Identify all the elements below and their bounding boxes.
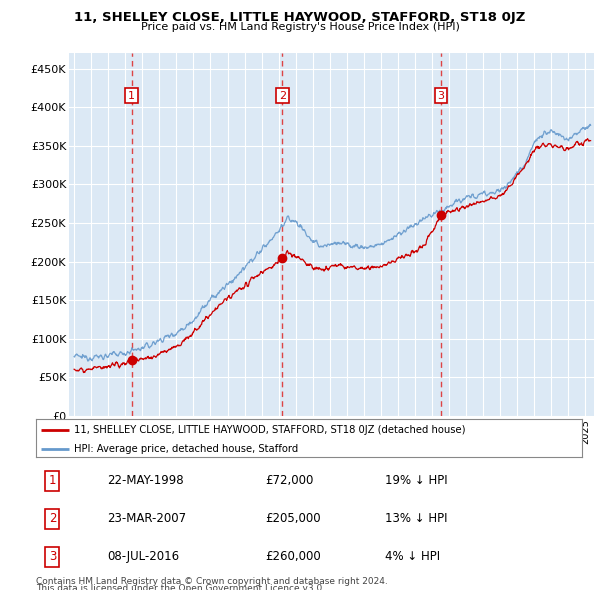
Text: HPI: Average price, detached house, Stafford: HPI: Average price, detached house, Staf…: [74, 444, 298, 454]
Text: 19% ↓ HPI: 19% ↓ HPI: [385, 474, 448, 487]
Text: 13% ↓ HPI: 13% ↓ HPI: [385, 512, 448, 525]
Text: 2: 2: [49, 512, 56, 525]
Text: 1: 1: [49, 474, 56, 487]
Text: 22-MAY-1998: 22-MAY-1998: [107, 474, 184, 487]
Text: £205,000: £205,000: [265, 512, 321, 525]
Text: 2: 2: [279, 90, 286, 100]
Text: 1: 1: [128, 90, 135, 100]
Text: £260,000: £260,000: [265, 550, 321, 563]
Text: Contains HM Land Registry data © Crown copyright and database right 2024.: Contains HM Land Registry data © Crown c…: [36, 577, 388, 586]
Text: 08-JUL-2016: 08-JUL-2016: [107, 550, 179, 563]
Text: Price paid vs. HM Land Registry's House Price Index (HPI): Price paid vs. HM Land Registry's House …: [140, 22, 460, 32]
Text: This data is licensed under the Open Government Licence v3.0.: This data is licensed under the Open Gov…: [36, 584, 325, 590]
Text: 3: 3: [437, 90, 445, 100]
Text: 23-MAR-2007: 23-MAR-2007: [107, 512, 186, 525]
Text: 3: 3: [49, 550, 56, 563]
Text: 11, SHELLEY CLOSE, LITTLE HAYWOOD, STAFFORD, ST18 0JZ: 11, SHELLEY CLOSE, LITTLE HAYWOOD, STAFF…: [74, 11, 526, 24]
Text: 11, SHELLEY CLOSE, LITTLE HAYWOOD, STAFFORD, ST18 0JZ (detached house): 11, SHELLEY CLOSE, LITTLE HAYWOOD, STAFF…: [74, 425, 466, 435]
Text: £72,000: £72,000: [265, 474, 314, 487]
Text: 4% ↓ HPI: 4% ↓ HPI: [385, 550, 440, 563]
